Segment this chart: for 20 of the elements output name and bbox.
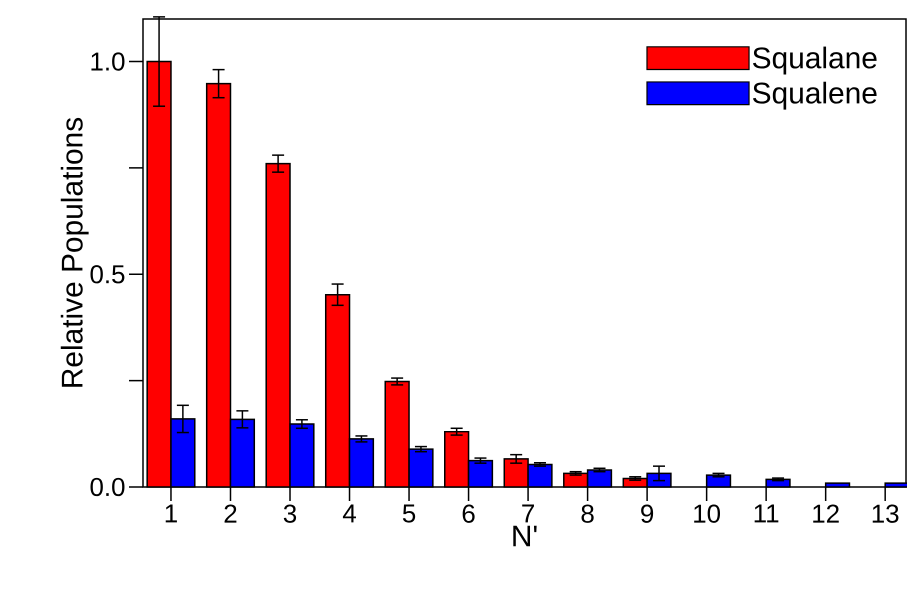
x-tick-label: 11 <box>754 504 778 522</box>
x-tick-label: 2 <box>224 504 236 523</box>
x-tick-label: 8 <box>582 504 594 523</box>
x-tick-label: 5 <box>402 504 416 523</box>
legend-label: Squalane <box>752 46 877 74</box>
y-tick-label: 0.5 <box>90 265 124 284</box>
y-tick-label: 1.0 <box>91 52 124 71</box>
x-tick-label: 9 <box>641 504 654 523</box>
x-axis-title: N' <box>513 526 537 546</box>
x-tick-label: 10 <box>694 504 720 523</box>
x-tick-label: 1 <box>166 504 177 522</box>
y-axis-title: Relative Populations <box>60 118 89 387</box>
x-tick-label: 13 <box>872 504 898 523</box>
x-tick-label: 12 <box>813 504 839 523</box>
x-tick-label: 6 <box>462 504 475 523</box>
y-tick-label: 0.0 <box>90 478 124 496</box>
x-tick-label: 3 <box>284 504 296 523</box>
legend-label: Squalene <box>752 82 877 110</box>
x-tick-label: 7 <box>522 504 534 522</box>
x-tick-label: 4 <box>342 504 356 522</box>
